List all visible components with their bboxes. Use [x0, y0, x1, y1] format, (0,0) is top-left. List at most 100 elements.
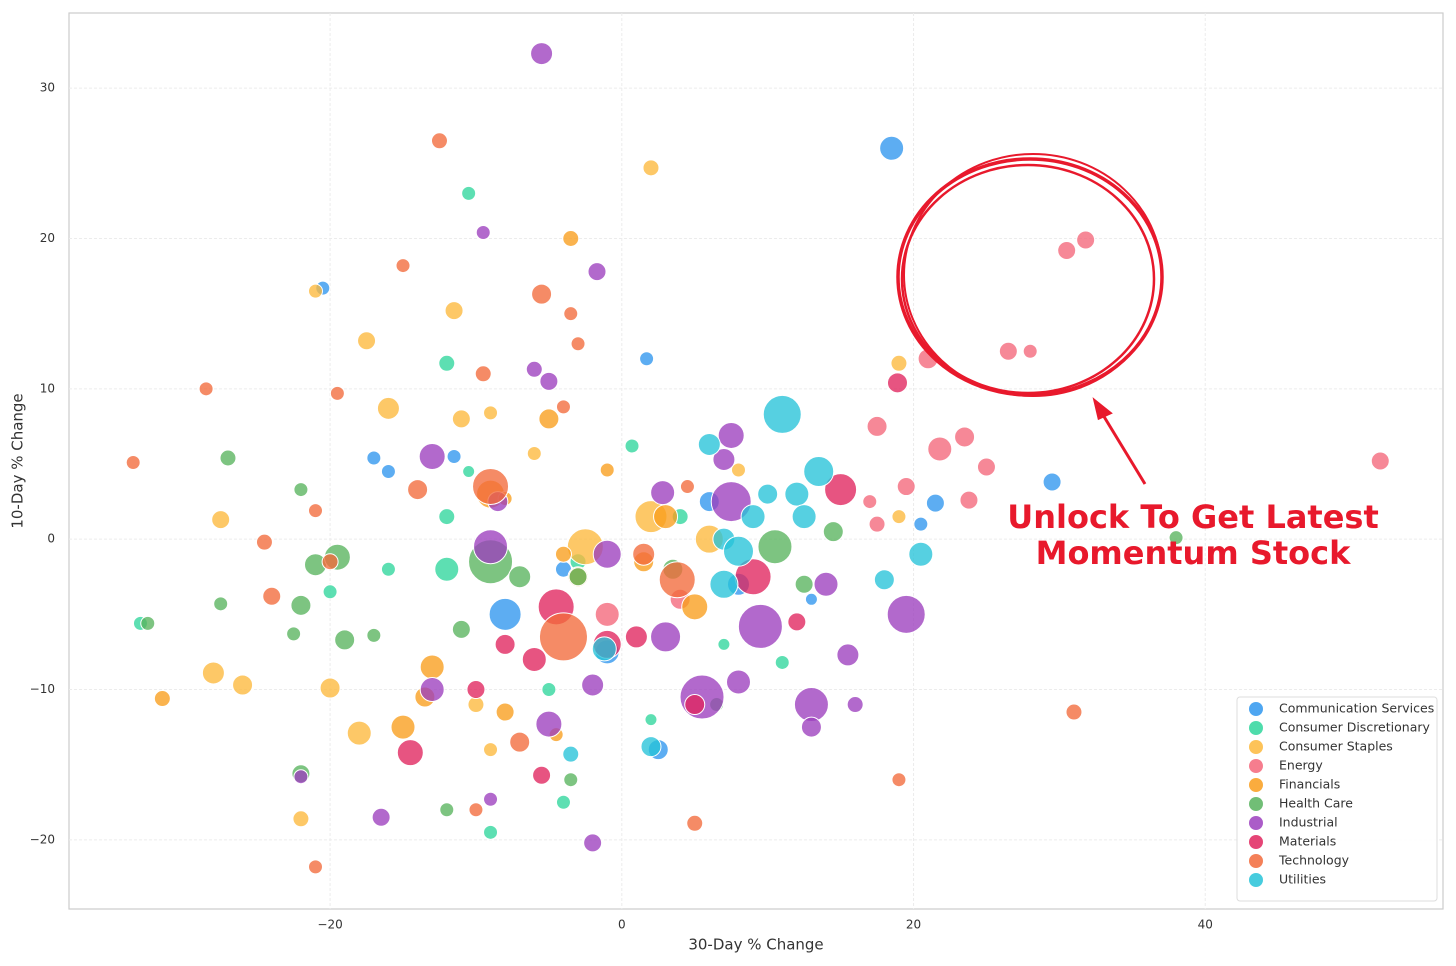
bubble	[321, 553, 339, 571]
bubble	[592, 539, 622, 569]
bubble	[494, 633, 516, 655]
legend-marker	[1249, 721, 1263, 735]
bubble	[784, 481, 810, 507]
bubble	[681, 593, 709, 621]
legend: Communication Services Consumer Discretio…	[1236, 696, 1438, 902]
bubble	[697, 432, 721, 456]
bubble	[483, 742, 499, 758]
bubble	[366, 450, 382, 466]
bubble	[624, 625, 648, 649]
bubble	[650, 480, 676, 506]
bubble	[319, 677, 341, 699]
bubble	[684, 694, 706, 716]
annotation: Unlock To Get Latest	[1007, 498, 1379, 536]
bubble	[813, 571, 839, 597]
plot-frame	[68, 12, 1444, 910]
legend-label: Industrial	[1279, 815, 1338, 830]
x-tick-label: 0	[618, 918, 626, 932]
bubble	[407, 479, 429, 501]
y-tick-label: −20	[30, 832, 55, 846]
bubble	[395, 258, 411, 274]
points	[125, 42, 1390, 875]
bubble	[581, 673, 605, 697]
bubble	[541, 682, 557, 698]
bubble	[439, 802, 455, 818]
bubble	[757, 483, 779, 505]
bubble	[444, 301, 464, 321]
bubble	[554, 545, 572, 563]
bubble	[873, 569, 895, 591]
legend-marker	[1249, 759, 1263, 773]
bubble	[530, 42, 554, 66]
bubble	[1168, 530, 1184, 546]
bubble	[599, 462, 615, 478]
bubble	[483, 824, 499, 840]
bubble	[466, 680, 486, 700]
bubble	[709, 569, 739, 599]
bubble	[913, 516, 929, 532]
bubble	[679, 479, 695, 495]
legend-label: Communication Services	[1279, 701, 1434, 716]
bubble	[376, 396, 400, 420]
bubble	[535, 710, 563, 738]
bubble	[201, 661, 225, 685]
bubble	[555, 399, 571, 415]
bubble	[474, 365, 492, 383]
bubble	[390, 714, 416, 740]
bubble	[419, 677, 445, 703]
bubble	[563, 772, 579, 788]
legend-marker	[1249, 816, 1263, 830]
bubble	[866, 415, 888, 437]
legend-marker	[1249, 873, 1263, 887]
bubble	[446, 448, 462, 464]
bubble	[140, 615, 156, 631]
bubble	[1076, 230, 1096, 250]
bubble	[475, 224, 491, 240]
legend-label: Technology	[1278, 853, 1350, 868]
bubble	[862, 494, 878, 510]
bubble	[927, 436, 953, 462]
arrow	[1092, 397, 1147, 485]
y-tick-label: 30	[40, 81, 55, 95]
bubble	[658, 561, 696, 599]
bubble	[712, 447, 736, 471]
bubble	[632, 542, 656, 566]
bubble	[791, 504, 817, 530]
bubble	[539, 371, 559, 391]
legend-marker	[1249, 702, 1263, 716]
bubble	[329, 385, 345, 401]
legend-label: Utilities	[1279, 872, 1326, 887]
bubble	[451, 409, 471, 429]
bubble	[879, 135, 905, 161]
bubble	[640, 736, 662, 758]
bubble	[896, 477, 916, 497]
bubble	[717, 421, 745, 449]
bubble	[890, 354, 908, 372]
bubble	[804, 592, 818, 606]
bubble	[371, 807, 391, 827]
bubble	[308, 283, 324, 299]
bubble	[730, 462, 746, 478]
bubble	[292, 810, 310, 828]
bubble	[1370, 451, 1390, 471]
bubble	[653, 504, 679, 530]
bubble	[232, 674, 254, 696]
y-tick-label: 10	[40, 381, 55, 395]
bubble	[219, 449, 237, 467]
bubble	[583, 833, 603, 853]
bubble	[419, 654, 445, 680]
bubble	[357, 331, 377, 351]
bubble	[418, 442, 446, 470]
y-tick-label: 0	[47, 532, 55, 546]
bubble	[570, 336, 586, 352]
bubble	[710, 481, 752, 523]
bubble	[1065, 703, 1083, 721]
circle-stroke	[900, 163, 1156, 395]
bubble	[562, 745, 580, 763]
bubble	[891, 509, 907, 525]
legend-label: Energy	[1279, 758, 1323, 773]
bubble	[803, 456, 835, 488]
legend-label: Materials	[1279, 834, 1336, 849]
bubble	[468, 802, 484, 818]
